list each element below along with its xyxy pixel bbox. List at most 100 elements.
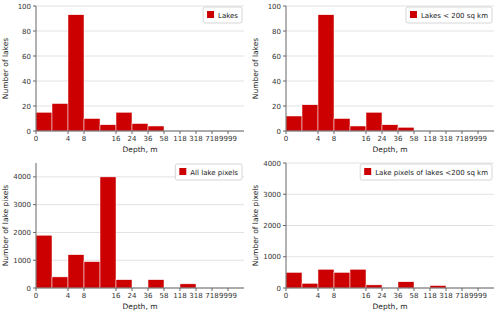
x-tick: [446, 288, 447, 291]
bar: [366, 112, 382, 131]
x-tick: [286, 288, 287, 291]
legend-box: [406, 7, 492, 23]
x-tick-label: 4: [316, 292, 321, 300]
legend: Lakes: [203, 7, 242, 23]
x-tick-label: 4: [66, 135, 71, 143]
x-tick: [286, 131, 287, 134]
x-tick-label: 9999: [219, 292, 237, 300]
grid-line: [36, 31, 244, 32]
grid-line: [286, 256, 494, 257]
bar: [398, 282, 414, 288]
bars: [36, 177, 196, 288]
grid-line: [36, 56, 244, 57]
x-tick: [36, 131, 37, 134]
y-tick-label: 1000: [263, 253, 281, 261]
bar: [52, 104, 68, 132]
x-tick: [196, 288, 197, 291]
x-axis-line: [36, 131, 244, 132]
grid-line: [36, 288, 244, 289]
x-tick-label: 0: [34, 135, 38, 143]
x-tick-label: 718: [455, 292, 468, 300]
y-tick-label: 60: [22, 53, 31, 61]
x-tick: [148, 131, 149, 134]
grid-line: [36, 81, 244, 82]
bar: [350, 269, 366, 288]
legend-swatch: [410, 11, 417, 18]
x-tick: [180, 131, 181, 134]
legend-box: [203, 7, 242, 23]
x-tick-label: 36: [144, 292, 153, 300]
panel: 020406080100048162436581183187189999Dept…: [1, 3, 244, 155]
x-tick-label: 118: [173, 292, 186, 300]
x-tick-label: 118: [423, 292, 436, 300]
legend: Lake pixels of lakes <200 sq km: [360, 164, 492, 180]
legend-label: Lake pixels of lakes <200 sq km: [375, 169, 488, 177]
x-tick-label: 718: [205, 292, 218, 300]
x-tick: [68, 288, 69, 291]
x-tick: [366, 288, 367, 291]
grid-line: [36, 260, 244, 261]
bar: [286, 272, 302, 288]
x-tick-label: 16: [362, 292, 371, 300]
x-tick-label: 8: [82, 135, 86, 143]
y-axis-label: Number of lakes: [251, 38, 260, 99]
bar: [350, 126, 366, 131]
x-tick: [382, 288, 383, 291]
x-tick-label: 16: [362, 135, 371, 143]
x-tick-label: 58: [410, 135, 419, 143]
x-tick-label: 58: [160, 292, 169, 300]
grid-line: [286, 288, 494, 289]
x-tick: [430, 131, 431, 134]
x-tick: [462, 288, 463, 291]
bar: [334, 272, 350, 288]
x-tick-label: 24: [128, 135, 137, 143]
x-tick: [478, 288, 479, 291]
bar: [318, 15, 334, 131]
legend-swatch: [364, 168, 371, 175]
x-tick: [398, 131, 399, 134]
x-tick: [148, 288, 149, 291]
x-tick-label: 24: [128, 292, 137, 300]
x-tick: [446, 131, 447, 134]
panel: 0100020003000400004816243658118318718999…: [251, 160, 494, 312]
x-axis-line: [286, 288, 494, 289]
grid-line: [286, 56, 494, 57]
grid-line: [36, 6, 244, 7]
legend-box: [175, 164, 242, 180]
grid-line: [286, 6, 494, 7]
x-tick-label: 16: [112, 292, 121, 300]
x-tick-label: 4: [316, 135, 321, 143]
bars: [36, 15, 164, 131]
x-tick: [132, 131, 133, 134]
x-tick: [164, 131, 165, 134]
y-axis-label: Number of lakes: [1, 38, 10, 99]
x-tick-label: 8: [332, 292, 336, 300]
figure: 020406080100048162436581183187189999Dept…: [0, 0, 500, 314]
grid-line: [286, 225, 494, 226]
x-tick-label: 718: [205, 135, 218, 143]
x-tick: [366, 131, 367, 134]
x-tick-label: 36: [394, 135, 403, 143]
x-tick-label: 8: [82, 292, 86, 300]
bar: [398, 127, 414, 131]
x-tick: [478, 131, 479, 134]
grid-line: [286, 131, 494, 132]
x-tick: [212, 131, 213, 134]
legend-box: [360, 164, 492, 180]
x-tick: [68, 131, 69, 134]
bar: [132, 124, 148, 132]
x-tick-label: 36: [394, 292, 403, 300]
legend: Lakes < 200 sq km: [406, 7, 492, 23]
y-tick-label: 40: [22, 78, 31, 86]
y-tick-label: 2000: [263, 222, 281, 230]
grid-line: [286, 163, 494, 164]
bar: [116, 280, 132, 288]
y-tick-label: 4000: [263, 160, 281, 168]
y-tick-label: 4000: [13, 173, 31, 181]
x-tick: [414, 131, 415, 134]
bar: [286, 116, 302, 131]
y-tick-label: 0: [277, 128, 281, 136]
x-tick-label: 118: [173, 135, 186, 143]
legend-label: Lakes: [218, 12, 238, 20]
bar: [36, 112, 52, 131]
